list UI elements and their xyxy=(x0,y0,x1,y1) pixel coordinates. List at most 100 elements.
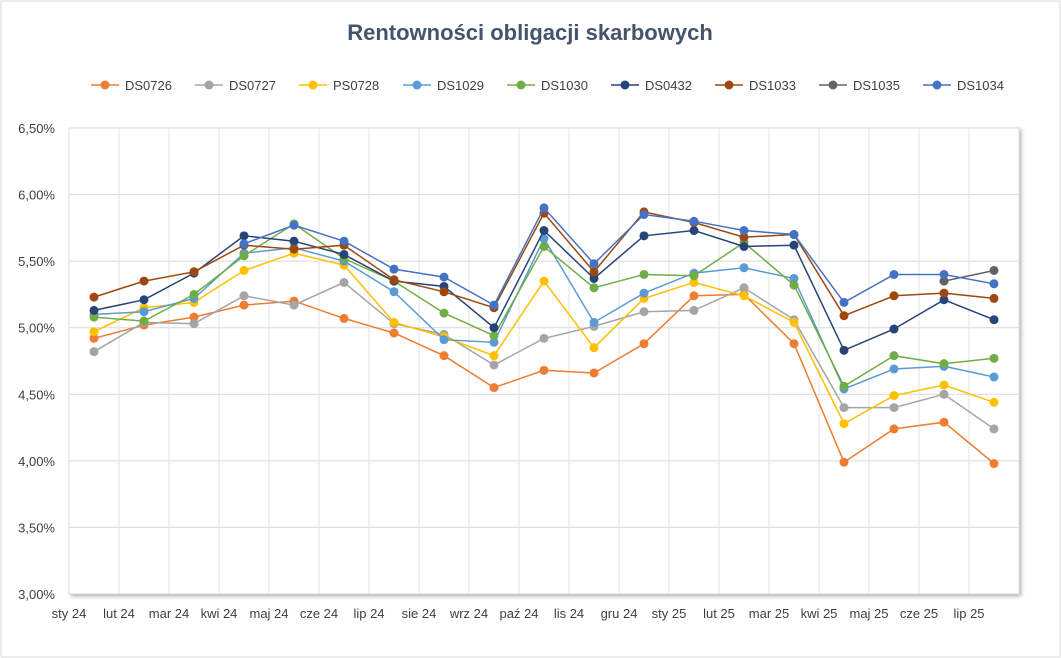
x-tick-label: cze 24 xyxy=(300,606,338,621)
data-point xyxy=(789,339,799,349)
data-point xyxy=(889,403,899,413)
series-group xyxy=(89,203,999,469)
data-point xyxy=(339,236,349,246)
data-point xyxy=(739,226,749,236)
data-point xyxy=(639,231,649,241)
x-tick-label: mar 25 xyxy=(749,606,789,621)
x-tick-label: lip 25 xyxy=(953,606,984,621)
data-point xyxy=(589,259,599,269)
legend-item-ds1029: DS1029 xyxy=(403,78,484,93)
data-point xyxy=(839,419,849,429)
legend-marker xyxy=(308,80,318,90)
x-tick-label: sty 24 xyxy=(52,606,87,621)
data-point xyxy=(839,345,849,355)
data-point xyxy=(789,317,799,327)
y-tick-label: 6,50% xyxy=(18,121,55,136)
data-point xyxy=(239,300,249,310)
data-point xyxy=(939,359,949,369)
x-tick-label: kwi 25 xyxy=(801,606,838,621)
data-point xyxy=(539,241,549,251)
data-point xyxy=(989,353,999,363)
data-point xyxy=(539,226,549,236)
chart-title: Rentowności obligacji skarbowych xyxy=(347,20,713,45)
data-point xyxy=(939,389,949,399)
x-tick-label: lut 25 xyxy=(703,606,735,621)
data-point xyxy=(639,307,649,317)
data-point xyxy=(689,226,699,236)
data-point xyxy=(989,279,999,289)
data-point xyxy=(689,277,699,287)
data-point xyxy=(239,251,249,261)
data-point xyxy=(439,287,449,297)
data-point xyxy=(989,372,999,382)
data-point xyxy=(89,327,99,337)
data-point xyxy=(639,288,649,298)
data-point xyxy=(739,283,749,293)
series-line xyxy=(243,206,995,307)
x-tick-label: gru 24 xyxy=(601,606,638,621)
data-point xyxy=(739,241,749,251)
y-tick-label: 3,50% xyxy=(18,520,55,535)
data-point xyxy=(539,276,549,286)
series-ds0432 xyxy=(89,226,999,355)
data-point xyxy=(389,317,399,327)
x-tick-label: sty 25 xyxy=(652,606,687,621)
legend-item-ds0432: DS0432 xyxy=(611,78,692,93)
data-point xyxy=(589,283,599,293)
data-point xyxy=(139,295,149,305)
data-point xyxy=(939,288,949,298)
data-point xyxy=(639,210,649,220)
data-point xyxy=(589,368,599,378)
legend-label: DS0726 xyxy=(125,78,172,93)
data-point xyxy=(689,305,699,315)
legend-marker xyxy=(204,80,214,90)
data-point xyxy=(989,315,999,325)
data-point xyxy=(139,307,149,317)
data-point xyxy=(89,333,99,343)
data-point xyxy=(889,424,899,434)
x-tick-label: lut 24 xyxy=(103,606,135,621)
data-point xyxy=(539,333,549,343)
data-point xyxy=(239,239,249,249)
data-point xyxy=(839,311,849,321)
data-point xyxy=(389,287,399,297)
data-point xyxy=(339,277,349,287)
x-tick-label: maj 24 xyxy=(249,606,288,621)
data-point xyxy=(289,300,299,310)
y-axis: 3,00% 3,50% 4,00% 4,50% 5,00% 5,50% 6,00% 6,50% xyxy=(18,121,55,602)
legend-label: DS1035 xyxy=(853,78,900,93)
data-point xyxy=(889,269,899,279)
data-point xyxy=(489,383,499,393)
data-point xyxy=(539,203,549,213)
data-point xyxy=(939,380,949,390)
data-point xyxy=(139,316,149,326)
data-point xyxy=(589,343,599,353)
x-tick-label: paź 24 xyxy=(499,606,538,621)
x-tick-label: sie 24 xyxy=(402,606,437,621)
legend-marker xyxy=(724,80,734,90)
data-point xyxy=(889,364,899,374)
data-point xyxy=(939,276,949,286)
data-point xyxy=(189,289,199,299)
legend-label: DS0727 xyxy=(229,78,276,93)
data-point xyxy=(589,273,599,283)
data-point xyxy=(439,335,449,345)
data-point xyxy=(489,360,499,370)
x-tick-label: kwi 24 xyxy=(201,606,238,621)
data-point xyxy=(989,459,999,469)
data-point xyxy=(289,220,299,230)
data-point xyxy=(289,236,299,246)
legend-label: PS0728 xyxy=(333,78,379,93)
data-point xyxy=(589,267,599,277)
data-point xyxy=(939,417,949,427)
x-tick-label: wrz 24 xyxy=(449,606,488,621)
data-point xyxy=(689,271,699,281)
data-point xyxy=(839,297,849,307)
legend-marker xyxy=(412,80,422,90)
data-point xyxy=(839,381,849,391)
data-point xyxy=(389,264,399,274)
data-point xyxy=(789,280,799,290)
data-point xyxy=(589,317,599,327)
x-tick-label: lip 24 xyxy=(353,606,384,621)
data-point xyxy=(989,397,999,407)
